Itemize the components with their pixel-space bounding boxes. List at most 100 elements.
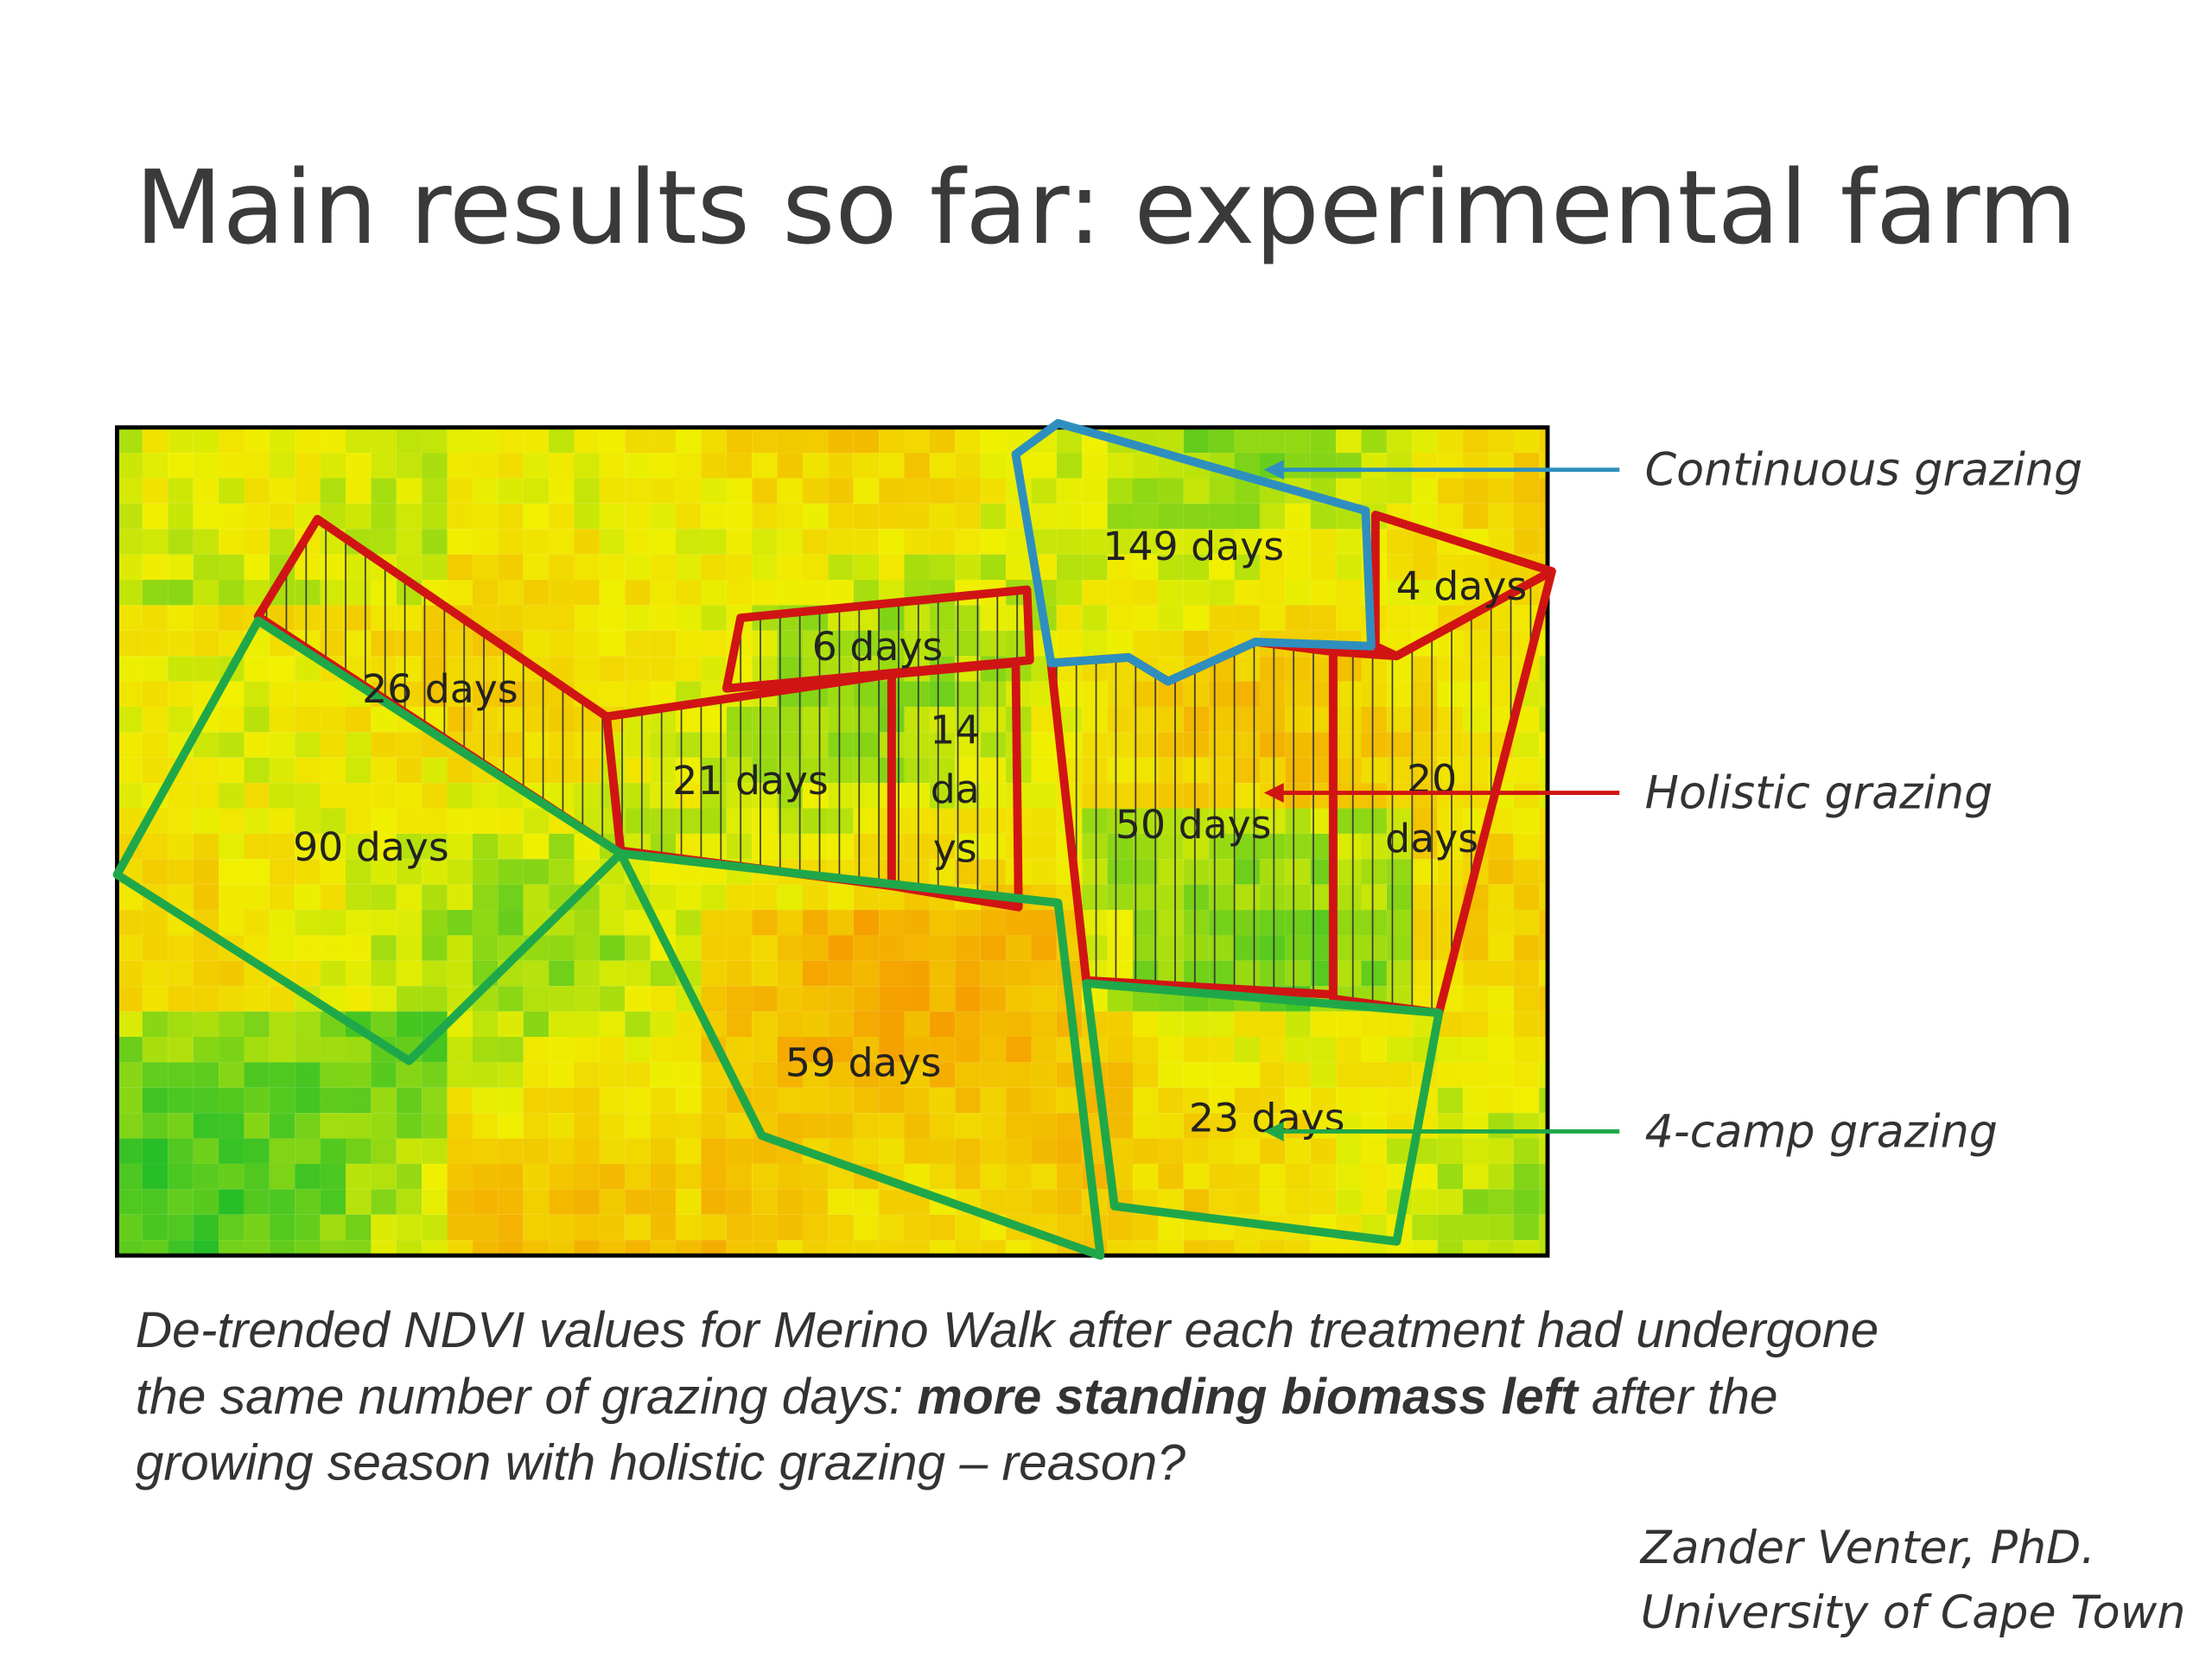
map-pixel bbox=[422, 1163, 448, 1190]
map-pixel bbox=[549, 605, 575, 631]
map-pixel bbox=[752, 427, 778, 454]
arrow-head bbox=[1263, 460, 1284, 480]
map-pixel bbox=[142, 859, 168, 885]
map-pixel bbox=[1336, 1240, 1362, 1256]
map-pixel bbox=[295, 453, 321, 479]
map-pixel bbox=[320, 478, 346, 504]
map-pixel bbox=[1056, 453, 1083, 479]
map-pixel bbox=[117, 1037, 143, 1063]
map-pixel bbox=[1031, 1163, 1057, 1190]
map-pixel bbox=[904, 960, 930, 987]
map-pixel bbox=[396, 1062, 423, 1088]
map-pixel bbox=[193, 554, 219, 581]
map-pixel bbox=[422, 503, 448, 530]
map-pixel bbox=[752, 1163, 778, 1190]
map-pixel bbox=[802, 1011, 829, 1037]
map-pixel bbox=[879, 1011, 905, 1037]
map-pixel bbox=[752, 910, 778, 936]
map-pixel bbox=[320, 1062, 346, 1088]
map-pixel bbox=[371, 808, 397, 834]
map-pixel bbox=[193, 833, 219, 860]
map-pixel bbox=[269, 706, 296, 733]
map-pixel bbox=[269, 1189, 296, 1215]
map-pixel bbox=[599, 1087, 626, 1114]
map-pixel bbox=[549, 935, 575, 961]
map-pixel bbox=[1006, 554, 1032, 581]
map-pixel bbox=[219, 732, 245, 758]
map-pixel bbox=[168, 453, 194, 479]
map-pixel bbox=[472, 580, 499, 606]
map-pixel bbox=[879, 1189, 905, 1215]
map-pixel bbox=[1463, 427, 1489, 454]
map-pixel bbox=[1082, 580, 1108, 606]
map-pixel bbox=[244, 910, 270, 936]
map-pixel bbox=[447, 808, 473, 834]
map-pixel bbox=[371, 453, 397, 479]
map-pixel bbox=[625, 960, 651, 987]
map-pixel bbox=[346, 732, 372, 758]
map-pixel bbox=[472, 1214, 499, 1241]
map-pixel bbox=[1259, 427, 1286, 454]
map-pixel bbox=[168, 630, 194, 657]
map-pixel bbox=[599, 960, 626, 987]
map-pixel bbox=[1259, 503, 1286, 530]
map-pixel bbox=[396, 833, 423, 860]
map-pixel bbox=[320, 808, 346, 834]
map-pixel bbox=[244, 681, 270, 707]
map-pixel bbox=[1386, 453, 1413, 479]
map-pixel bbox=[1513, 1011, 1540, 1037]
map-pixel bbox=[193, 1163, 219, 1190]
map-pixel bbox=[320, 1037, 346, 1063]
map-pixel bbox=[219, 1087, 245, 1114]
map-pixel bbox=[828, 910, 854, 936]
map-pixel bbox=[1488, 1138, 1514, 1164]
map-pixel bbox=[142, 580, 168, 606]
map-pixel bbox=[244, 478, 270, 504]
map-pixel bbox=[1513, 1113, 1540, 1139]
map-pixel bbox=[1107, 605, 1134, 631]
map-pixel bbox=[422, 1087, 448, 1114]
map-pixel bbox=[371, 1087, 397, 1114]
map-pixel bbox=[1361, 1087, 1387, 1114]
map-pixel bbox=[295, 478, 321, 504]
legend-label: Holistic grazing bbox=[1645, 768, 1993, 820]
map-pixel bbox=[193, 427, 219, 454]
map-pixel bbox=[625, 503, 651, 530]
map-pixel bbox=[523, 630, 550, 657]
map-pixel bbox=[447, 960, 473, 987]
map-pixel bbox=[1285, 580, 1311, 606]
map-pixel bbox=[1285, 1240, 1311, 1256]
map-pixel bbox=[1031, 1062, 1057, 1088]
map-pixel bbox=[142, 478, 168, 504]
map-pixel bbox=[447, 757, 473, 784]
map-pixel bbox=[396, 808, 423, 834]
map-pixel bbox=[472, 859, 499, 885]
map-pixel bbox=[701, 986, 727, 1012]
paddock-label: 26 days bbox=[362, 666, 518, 712]
map-pixel bbox=[752, 478, 778, 504]
arrow-head bbox=[1263, 783, 1284, 803]
paddock-label: da bbox=[931, 766, 980, 812]
map-pixel bbox=[396, 935, 423, 961]
map-pixel bbox=[346, 1240, 372, 1256]
map-pixel bbox=[1539, 478, 1548, 504]
map-pixel bbox=[117, 478, 143, 504]
map-frame bbox=[115, 425, 1550, 1258]
map-pixel bbox=[904, 529, 930, 555]
map-pixel bbox=[599, 1113, 626, 1139]
map-pixel bbox=[676, 884, 702, 911]
map-pixel bbox=[320, 1240, 346, 1256]
map-pixel bbox=[1209, 478, 1235, 504]
map-pixel bbox=[574, 503, 600, 530]
map-pixel bbox=[1107, 1113, 1134, 1139]
map-pixel bbox=[879, 503, 905, 530]
map-pixel bbox=[1285, 503, 1311, 530]
map-pixel bbox=[1310, 1189, 1337, 1215]
map-pixel bbox=[1336, 1037, 1362, 1063]
map-pixel bbox=[802, 1240, 829, 1256]
map-pixel bbox=[117, 503, 143, 530]
map-pixel bbox=[726, 503, 753, 530]
map-pixel bbox=[1437, 503, 1464, 530]
map-pixel bbox=[447, 1138, 473, 1164]
map-pixel bbox=[1285, 1163, 1311, 1190]
